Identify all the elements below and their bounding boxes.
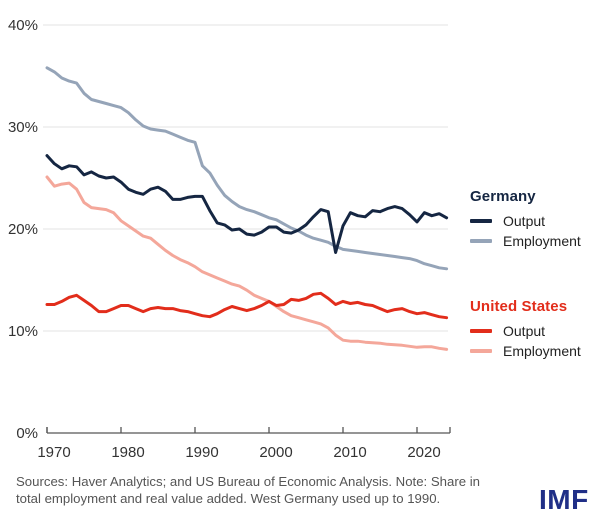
- legend-germany: Germany Output Employment: [470, 188, 581, 249]
- germany-output-swatch-icon: [470, 218, 492, 223]
- series-line-germany-output: [45, 154, 449, 254]
- legend-header-united-states: United States: [470, 298, 568, 315]
- legend-label: Output: [503, 322, 546, 339]
- series-line-germany-employment: [45, 66, 449, 271]
- y-tick-label-0: 0%: [16, 425, 38, 442]
- y-tick-label-20: 20%: [8, 221, 38, 238]
- x-tick-label-2000: 2000: [259, 444, 292, 461]
- legend-item-us-employment: Employment: [470, 342, 581, 359]
- y-tick-label-10: 10%: [8, 323, 38, 340]
- x-tick-label-1990: 1990: [185, 444, 218, 461]
- legend-united-states: United States Output Employment: [470, 298, 581, 359]
- legend-item-germany-output: Output: [470, 212, 581, 229]
- legend-header-germany: Germany: [470, 188, 536, 205]
- legend-label: Employment: [503, 342, 581, 359]
- imf-logo: IMF: [539, 484, 589, 515]
- x-tick-label-2020: 2020: [407, 444, 440, 461]
- source-note-line1: Sources: Haver Analytics; and US Bureau …: [16, 474, 480, 489]
- x-tick-label-2010: 2010: [333, 444, 366, 461]
- germany-employment-swatch-icon: [470, 238, 492, 243]
- legend-item-germany-employment: Employment: [470, 232, 581, 249]
- us-output-swatch-icon: [470, 328, 492, 333]
- legend-item-us-output: Output: [470, 322, 581, 339]
- source-note-line2: total employment and real value added. W…: [16, 490, 441, 506]
- legend-label: Output: [503, 212, 546, 229]
- series-line-united-states-output: [45, 291, 449, 320]
- us-employment-swatch-icon: [470, 348, 492, 353]
- series-line-united-states-employment: [45, 175, 449, 351]
- x-tick-label-1970: 1970: [37, 444, 70, 461]
- x-tick-label-1980: 1980: [111, 444, 144, 461]
- y-tick-label-30: 30%: [8, 119, 38, 136]
- legend-label: Employment: [503, 232, 581, 249]
- y-tick-label-40: 40%: [8, 17, 38, 34]
- source-note: Sources: Haver Analytics; and US Bureau …: [16, 474, 480, 507]
